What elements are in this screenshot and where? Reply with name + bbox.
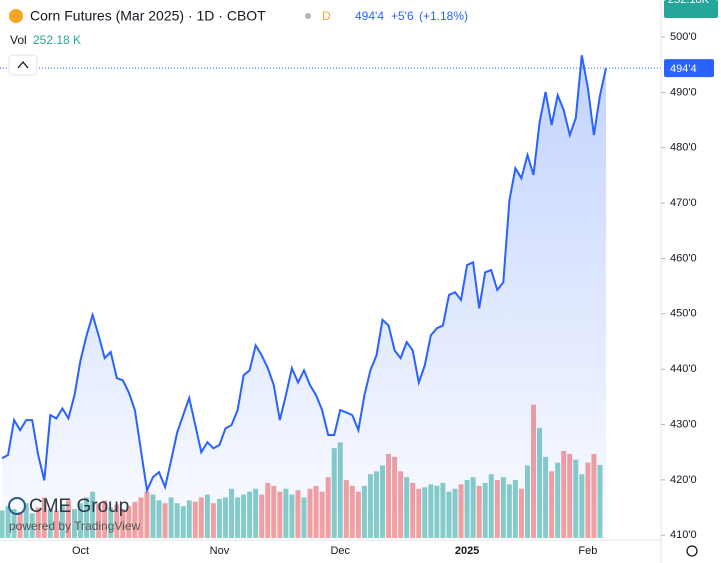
y-tick-label: 450'0: [670, 308, 697, 320]
volume-name: Vol: [10, 33, 27, 47]
price-line: [1, 55, 607, 494]
y-tick-label: 480'0: [670, 142, 697, 154]
y-tick-label: 420'0: [670, 474, 697, 486]
x-tick-label: Nov: [210, 545, 230, 557]
brand-logo: [8, 497, 26, 515]
y-tick-label: 470'0: [670, 197, 697, 209]
volume-label-box: [664, 0, 718, 18]
change: +5'6: [391, 9, 414, 23]
volume-label: 252.18K: [668, 0, 710, 6]
chevron-icon: [17, 60, 29, 69]
x-tick-label: Feb: [578, 545, 597, 557]
change-pct: (+1.18%): [419, 9, 468, 23]
settings-icon[interactable]: [686, 545, 698, 557]
plot-area: [0, 55, 661, 539]
price-label: 494'4: [670, 63, 697, 75]
collapse-button[interactable]: [8, 54, 38, 76]
price-label-box: [664, 59, 714, 78]
y-tick-label: 490'0: [670, 86, 697, 98]
title: Corn Futures (Mar 2025) · 1D · CBOT: [30, 8, 266, 24]
symbol-icon: [9, 9, 23, 23]
y-tick-label: 410'0: [670, 529, 697, 541]
area: [2, 55, 606, 539]
last-price: 494'4: [355, 9, 384, 23]
powered-by: powered by TradingView: [9, 519, 141, 533]
status-dot: [305, 13, 311, 19]
brand: CME Group: [29, 496, 129, 517]
x-tick-label: Oct: [72, 545, 89, 557]
y-tick-label: 460'0: [670, 252, 697, 264]
y-tick-label: 440'0: [670, 363, 697, 375]
y-tick-label: 500'0: [670, 31, 697, 43]
x-tick-label: Dec: [330, 545, 350, 557]
badge: D: [322, 9, 331, 23]
y-tick-label: 430'0: [670, 418, 697, 430]
x-tick-label: 2025: [455, 545, 479, 557]
volume-value: 252.18 K: [33, 33, 81, 47]
